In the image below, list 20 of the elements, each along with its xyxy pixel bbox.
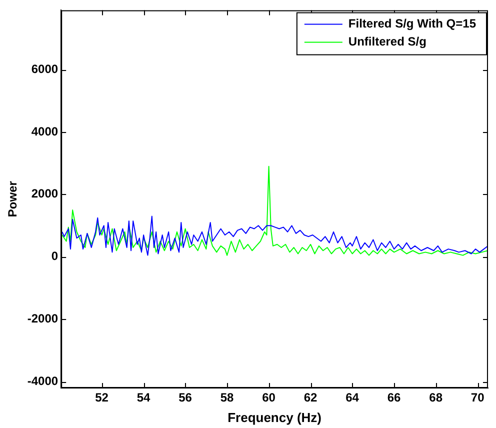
x-axis-title: Frequency (Hz) xyxy=(228,410,322,425)
x-tick-label: 66 xyxy=(387,390,402,405)
x-tick-label: 56 xyxy=(178,390,192,405)
x-tick-label: 70 xyxy=(470,390,485,405)
x-tick-label: 58 xyxy=(220,390,234,405)
y-tick-label: 4000 xyxy=(31,124,58,138)
legend-label: Unfiltered S/g xyxy=(348,34,426,49)
y-tick-label: 2000 xyxy=(31,186,58,201)
x-tick-label: 68 xyxy=(429,390,443,405)
legend-label: Filtered S/g With Q=15 xyxy=(348,16,476,31)
y-axis-title: Power xyxy=(6,180,20,218)
y-tick-label: -4000 xyxy=(27,374,58,388)
x-tick-label: 64 xyxy=(346,390,360,405)
y-tick-label: 6000 xyxy=(31,62,58,76)
x-tick-label: 52 xyxy=(95,390,109,405)
x-tick-label: 54 xyxy=(136,390,151,405)
x-tick-label: 60 xyxy=(262,390,276,405)
y-tick-label: 0 xyxy=(51,249,58,264)
y-tick-label: -2000 xyxy=(27,312,58,326)
x-tick-label: 62 xyxy=(304,390,318,405)
